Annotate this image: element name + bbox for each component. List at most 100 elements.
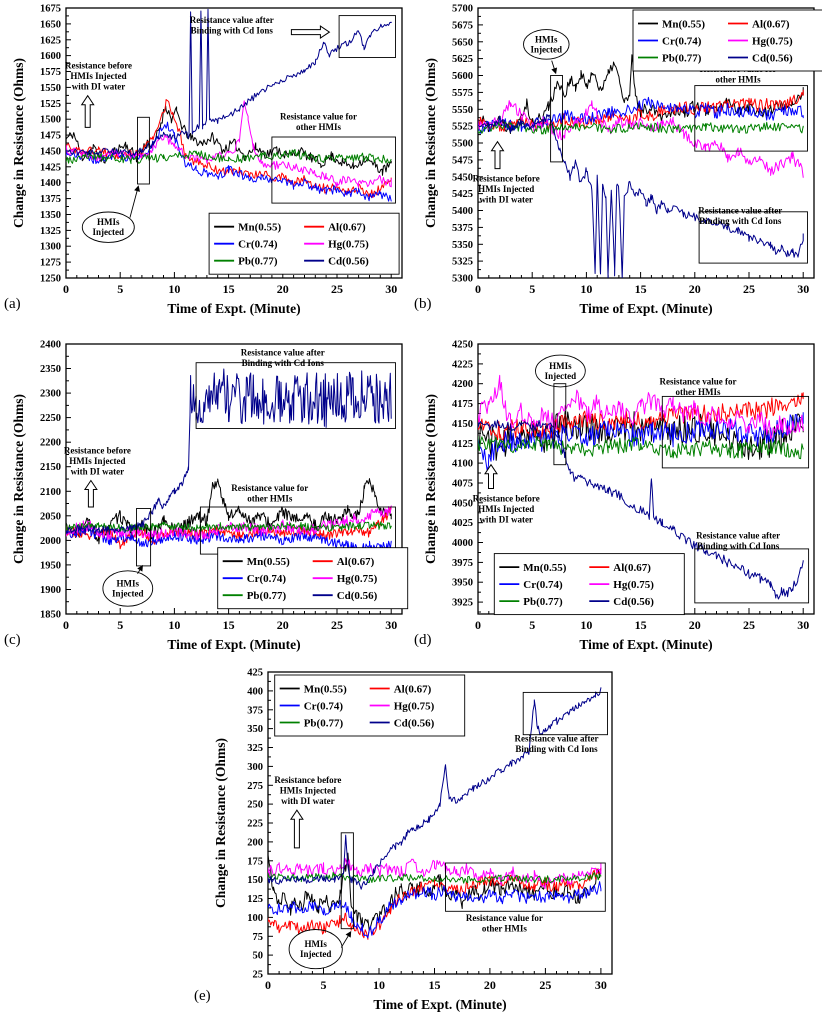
svg-text:0: 0 — [475, 618, 481, 632]
svg-text:other HMIs: other HMIs — [296, 122, 342, 132]
svg-text:250: 250 — [247, 800, 263, 811]
svg-text:15: 15 — [429, 978, 441, 992]
svg-text:15: 15 — [223, 282, 235, 296]
svg-text:5: 5 — [321, 978, 327, 992]
svg-text:2000: 2000 — [40, 536, 61, 547]
svg-text:4175: 4175 — [452, 399, 473, 410]
svg-text:Time of Expt. (Minute): Time of Expt. (Minute) — [167, 637, 300, 652]
svg-text:1850: 1850 — [40, 610, 61, 621]
svg-text:1275: 1275 — [40, 258, 61, 269]
svg-text:0: 0 — [63, 618, 69, 632]
svg-text:25: 25 — [743, 282, 755, 296]
svg-text:5650: 5650 — [452, 37, 473, 48]
svg-text:1600: 1600 — [40, 51, 61, 62]
svg-text:1350: 1350 — [40, 210, 61, 221]
svg-text:Binding with Cd Ions: Binding with Cd Ions — [697, 541, 780, 551]
svg-text:Injected: Injected — [545, 371, 577, 381]
svg-text:15: 15 — [635, 282, 647, 296]
svg-text:with DI water: with DI water — [281, 796, 335, 806]
svg-text:with DI water: with DI water — [72, 82, 126, 92]
svg-text:20: 20 — [277, 282, 289, 296]
svg-text:Hg(0.75): Hg(0.75) — [613, 579, 654, 591]
svg-text:Change in Resistance (Ohms): Change in Resistance (Ohms) — [11, 58, 26, 228]
svg-text:15: 15 — [223, 618, 235, 632]
svg-text:Cr(0.74): Cr(0.74) — [304, 700, 344, 712]
svg-text:Binding with Cd Ions: Binding with Cd Ions — [515, 744, 598, 754]
svg-text:400: 400 — [247, 686, 263, 697]
svg-text:30: 30 — [797, 618, 809, 632]
svg-text:1525: 1525 — [40, 99, 61, 110]
svg-text:10: 10 — [168, 618, 180, 632]
svg-text:5325: 5325 — [452, 257, 473, 268]
svg-text:4250: 4250 — [452, 340, 473, 351]
panel-label-a: (a) — [4, 296, 21, 312]
svg-text:Change in Resistance (Ohms): Change in Resistance (Ohms) — [11, 394, 26, 564]
svg-text:30: 30 — [385, 282, 397, 296]
svg-text:Cr(0.74): Cr(0.74) — [247, 573, 287, 585]
svg-text:Change in Resistance (Ohms): Change in Resistance (Ohms) — [423, 394, 438, 564]
svg-text:Change in Resistance (Ohms): Change in Resistance (Ohms) — [213, 738, 228, 908]
svg-text:1625: 1625 — [40, 35, 61, 46]
svg-text:10: 10 — [580, 618, 592, 632]
svg-text:Time of Expt. (Minute): Time of Expt. (Minute) — [373, 997, 506, 1012]
svg-text:Cd(0.56): Cd(0.56) — [394, 717, 435, 729]
svg-text:0: 0 — [63, 282, 69, 296]
svg-text:1500: 1500 — [40, 115, 61, 126]
svg-text:5: 5 — [529, 618, 535, 632]
svg-text:2400: 2400 — [40, 340, 61, 351]
svg-text:Mn(0.55): Mn(0.55) — [247, 556, 290, 568]
svg-text:Hg(0.75): Hg(0.75) — [394, 700, 435, 712]
svg-text:5375: 5375 — [452, 223, 473, 234]
svg-text:Change in Resistance (Ohms): Change in Resistance (Ohms) — [423, 58, 438, 228]
svg-text:25: 25 — [743, 618, 755, 632]
svg-text:Pb(0.77): Pb(0.77) — [247, 590, 287, 602]
svg-text:5500: 5500 — [452, 139, 473, 150]
svg-text:100: 100 — [247, 913, 263, 924]
svg-text:Resistance before: Resistance before — [64, 445, 131, 455]
svg-text:4200: 4200 — [452, 379, 473, 390]
svg-text:175: 175 — [247, 856, 263, 867]
svg-text:2300: 2300 — [40, 389, 61, 400]
svg-text:2050: 2050 — [40, 511, 61, 522]
svg-text:1250: 1250 — [40, 274, 61, 285]
svg-text:50: 50 — [253, 951, 264, 962]
svg-text:Time of Expt. (Minute): Time of Expt. (Minute) — [579, 301, 712, 316]
svg-text:HMIs Injected: HMIs Injected — [478, 184, 534, 194]
svg-text:5675: 5675 — [452, 20, 473, 31]
svg-text:10: 10 — [580, 282, 592, 296]
svg-text:4075: 4075 — [452, 479, 473, 490]
svg-text:Injected: Injected — [531, 44, 563, 54]
svg-text:300: 300 — [247, 762, 263, 773]
svg-text:Resistance value for: Resistance value for — [660, 377, 737, 387]
svg-text:HMIs Injected: HMIs Injected — [69, 456, 125, 466]
svg-text:with DI water: with DI water — [479, 515, 533, 525]
svg-text:Resistance before: Resistance before — [274, 775, 341, 785]
svg-text:with DI water: with DI water — [71, 466, 125, 476]
svg-text:Mn(0.55): Mn(0.55) — [238, 222, 281, 234]
svg-text:2100: 2100 — [40, 487, 61, 498]
svg-text:375: 375 — [247, 705, 263, 716]
svg-text:4225: 4225 — [452, 359, 473, 370]
svg-text:20: 20 — [689, 618, 701, 632]
svg-text:other HMIs: other HMIs — [675, 387, 721, 397]
svg-text:425: 425 — [247, 668, 263, 679]
panel-label-b: (b) — [414, 296, 432, 312]
svg-text:75: 75 — [253, 932, 264, 943]
svg-text:5600: 5600 — [452, 71, 473, 82]
svg-text:Cd(0.56): Cd(0.56) — [328, 256, 369, 268]
svg-text:5700: 5700 — [452, 4, 473, 15]
svg-text:5450: 5450 — [452, 172, 473, 183]
svg-text:10: 10 — [168, 282, 180, 296]
svg-text:15: 15 — [635, 618, 647, 632]
svg-text:5300: 5300 — [452, 274, 473, 285]
svg-text:1900: 1900 — [40, 585, 61, 596]
svg-text:5: 5 — [529, 282, 535, 296]
svg-text:1650: 1650 — [40, 19, 61, 30]
svg-text:0: 0 — [265, 978, 271, 992]
panel-label-c: (c) — [4, 632, 21, 648]
svg-text:1450: 1450 — [40, 146, 61, 157]
svg-text:5: 5 — [117, 282, 123, 296]
svg-text:2350: 2350 — [40, 364, 61, 375]
svg-text:5625: 5625 — [452, 54, 473, 65]
